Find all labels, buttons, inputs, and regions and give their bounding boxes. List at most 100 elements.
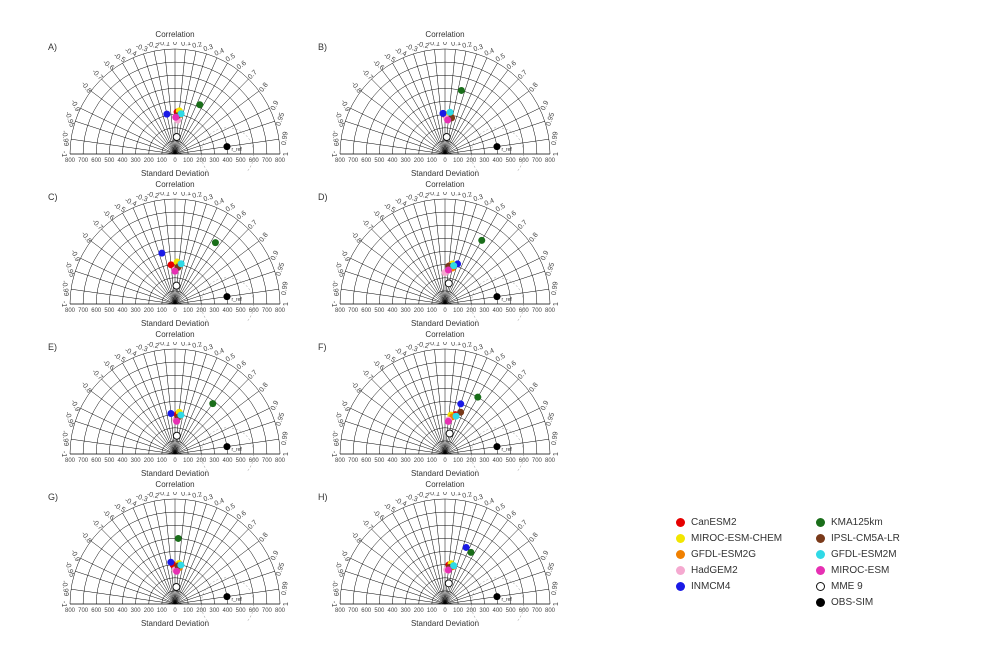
point-MIROC-ESM (444, 116, 451, 123)
svg-text:0.99: 0.99 (551, 281, 560, 296)
svg-text:-0.8: -0.8 (350, 231, 363, 245)
svg-text:-0.6: -0.6 (101, 209, 115, 222)
svg-text:600: 600 (91, 458, 102, 464)
svg-text:-0.95: -0.95 (333, 111, 345, 128)
svg-text:600: 600 (519, 608, 530, 614)
svg-text:700: 700 (78, 608, 89, 614)
svg-text:-0.99: -0.99 (330, 580, 339, 597)
svg-text:-1: -1 (330, 151, 337, 157)
svg-text:0.2: 0.2 (192, 192, 203, 200)
svg-text:-1: -1 (330, 451, 337, 457)
svg-text:0.95: 0.95 (545, 562, 556, 577)
svg-text:0: 0 (173, 458, 177, 464)
svg-text:0.4: 0.4 (214, 47, 226, 57)
point-MIROC-ESM (172, 114, 179, 121)
legend-label: GFDL-ESM2G (691, 549, 756, 560)
svg-text:0.95: 0.95 (545, 112, 556, 127)
svg-text:0: 0 (173, 192, 177, 197)
svg-text:1: 1 (553, 152, 560, 156)
svg-text:0.99: 0.99 (281, 131, 290, 146)
svg-text:100: 100 (453, 308, 464, 314)
svg-text:r_ref: r_ref (232, 597, 243, 603)
point-MME 9 (173, 583, 180, 590)
svg-text:0.9: 0.9 (540, 250, 551, 262)
svg-text:0.5: 0.5 (225, 203, 237, 214)
svg-text:-0.95: -0.95 (63, 111, 75, 128)
svg-text:-0.1: -0.1 (158, 42, 171, 48)
svg-text:0.3: 0.3 (473, 344, 484, 354)
sd-title: Standard Deviation (310, 319, 580, 328)
svg-text:1: 1 (283, 152, 290, 156)
point-KMA125km (196, 101, 203, 108)
corr-title: Correlation (40, 480, 310, 489)
point-GFDL-ESM2M (177, 562, 184, 569)
svg-text:800: 800 (275, 158, 286, 164)
svg-text:0.6: 0.6 (236, 210, 248, 222)
svg-text:r_ref: r_ref (232, 147, 243, 153)
svg-text:0.7: 0.7 (247, 369, 259, 381)
svg-text:500: 500 (236, 458, 247, 464)
taylor-diagram: -1-0.99-0.95-0.9-0.8-0.7-0.6-0.5-0.4-0.3… (60, 192, 290, 322)
svg-text:100: 100 (427, 158, 438, 164)
svg-text:600: 600 (91, 308, 102, 314)
point-KMA125km (209, 400, 216, 407)
svg-text:0: 0 (443, 342, 447, 347)
svg-text:300: 300 (131, 308, 142, 314)
svg-text:0.7: 0.7 (247, 69, 259, 81)
panel-C: CorrelationC)-1-0.99-0.95-0.9-0.8-0.7-0.… (40, 180, 310, 330)
svg-text:700: 700 (532, 608, 543, 614)
point-OBS-SIM (493, 443, 500, 450)
svg-text:1: 1 (283, 602, 290, 606)
point-OBS-SIM (493, 593, 500, 600)
svg-text:-0.1: -0.1 (428, 342, 441, 348)
point-MIROC-ESM (173, 568, 180, 575)
point-KMA125km (467, 549, 474, 556)
svg-text:500: 500 (506, 158, 517, 164)
point-OBS-SIM (493, 143, 500, 150)
svg-text:0.7: 0.7 (247, 219, 259, 231)
svg-text:500: 500 (104, 608, 115, 614)
legend: CanESM2KMA125kmMIROC-ESM-CHEMIPSL-CM5A-L… (676, 514, 956, 610)
svg-text:600: 600 (249, 458, 260, 464)
svg-text:0.3: 0.3 (203, 494, 214, 504)
svg-text:0.6: 0.6 (506, 510, 518, 522)
svg-text:0.3: 0.3 (473, 494, 484, 504)
svg-text:0.99: 0.99 (281, 581, 290, 596)
svg-text:0.8: 0.8 (258, 382, 270, 394)
svg-text:0.9: 0.9 (270, 250, 281, 262)
svg-text:800: 800 (275, 308, 286, 314)
svg-text:800: 800 (275, 608, 286, 614)
svg-text:800: 800 (335, 158, 346, 164)
svg-text:0.9: 0.9 (540, 100, 551, 112)
svg-text:0: 0 (173, 342, 177, 347)
svg-text:500: 500 (374, 308, 385, 314)
svg-text:-0.7: -0.7 (360, 68, 374, 82)
legend-label: GFDL-ESM2M (831, 549, 897, 560)
legend-marker-MIROC-ESM-CHEM (676, 534, 685, 543)
svg-text:700: 700 (262, 608, 273, 614)
svg-text:0.7: 0.7 (247, 519, 259, 531)
svg-text:r_ref: r_ref (502, 147, 513, 153)
svg-text:600: 600 (361, 308, 372, 314)
svg-text:300: 300 (401, 458, 412, 464)
point-GFDL-ESM2M (453, 413, 460, 420)
point-MIROC-ESM (173, 418, 180, 425)
svg-text:1: 1 (553, 302, 560, 306)
svg-text:400: 400 (222, 308, 233, 314)
legend-marker-KMA125km (816, 518, 825, 527)
svg-text:0.2: 0.2 (462, 492, 473, 500)
svg-text:200: 200 (144, 458, 155, 464)
svg-text:-0.99: -0.99 (60, 580, 69, 597)
svg-text:0.5: 0.5 (495, 503, 507, 514)
point-MME 9 (443, 134, 450, 141)
svg-text:500: 500 (506, 608, 517, 614)
point-INMCM4 (163, 111, 170, 118)
svg-text:0.6: 0.6 (236, 360, 248, 372)
svg-text:0.3: 0.3 (203, 344, 214, 354)
point-INMCM4 (167, 410, 174, 417)
svg-text:0.2: 0.2 (192, 492, 203, 500)
corr-title: Correlation (40, 180, 310, 189)
svg-text:-0.8: -0.8 (80, 531, 93, 545)
corr-title: Correlation (310, 480, 580, 489)
svg-text:300: 300 (401, 158, 412, 164)
